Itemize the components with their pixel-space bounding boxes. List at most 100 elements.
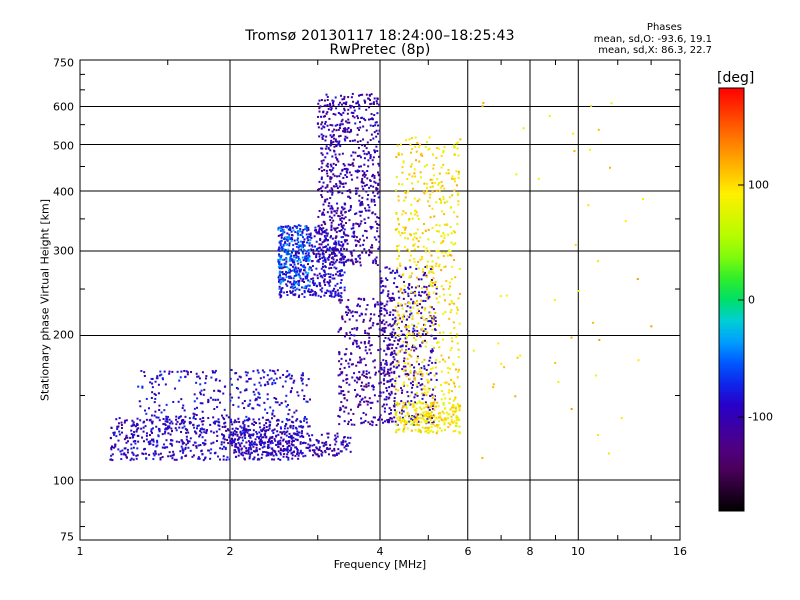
- data-point: [332, 250, 335, 253]
- data-point: [370, 198, 373, 201]
- data-point: [397, 318, 400, 321]
- data-point: [421, 383, 424, 386]
- data-point: [430, 417, 433, 420]
- data-point: [273, 370, 276, 373]
- data-point: [411, 317, 414, 320]
- data-point: [402, 297, 405, 300]
- data-point: [323, 274, 326, 277]
- data-point: [428, 196, 431, 199]
- data-point: [285, 258, 288, 261]
- data-point: [446, 223, 449, 226]
- data-point: [397, 223, 400, 226]
- data-point: [318, 180, 321, 183]
- data-point: [413, 415, 416, 418]
- colorbar-unit-label: [deg]: [717, 70, 755, 86]
- data-point: [299, 268, 302, 271]
- data-point: [197, 457, 200, 460]
- data-point: [450, 378, 453, 381]
- data-point: [345, 333, 348, 336]
- data-point: [148, 419, 151, 422]
- data-point: [355, 222, 358, 225]
- data-point: [297, 434, 300, 437]
- data-point: [411, 416, 414, 419]
- data-point: [380, 292, 383, 295]
- data-point: [172, 450, 175, 453]
- data-point: [185, 435, 188, 438]
- data-point: [392, 404, 395, 407]
- data-point: [452, 243, 455, 246]
- data-point: [169, 455, 172, 458]
- data-point: [396, 257, 399, 260]
- data-point: [224, 448, 227, 451]
- data-point: [440, 398, 443, 401]
- data-point: [287, 248, 290, 251]
- data-point: [252, 423, 255, 426]
- data-point: [405, 139, 408, 142]
- data-point: [370, 227, 373, 230]
- data-point: [216, 406, 219, 409]
- data-point: [347, 362, 350, 365]
- data-point: [382, 319, 385, 322]
- data-point: [434, 329, 437, 332]
- data-point: [240, 426, 243, 429]
- data-point: [393, 370, 396, 373]
- data-point: [396, 227, 399, 230]
- data-point: [281, 385, 284, 388]
- data-point: [352, 106, 355, 109]
- data-point: [288, 235, 291, 238]
- data-point: [326, 432, 329, 435]
- data-point: [344, 240, 347, 243]
- data-point: [340, 120, 343, 123]
- data-point: [316, 447, 319, 450]
- data-point: [411, 272, 414, 275]
- data-point: [119, 450, 122, 453]
- data-point: [416, 141, 419, 144]
- data-point: [246, 431, 249, 434]
- data-point: [388, 374, 391, 377]
- data-point: [424, 329, 427, 332]
- data-point: [364, 101, 367, 104]
- data-point: [388, 314, 391, 317]
- data-point: [369, 184, 372, 187]
- data-point: [452, 399, 455, 402]
- data-point: [294, 286, 297, 289]
- data-point: [322, 203, 325, 206]
- data-point: [377, 171, 380, 174]
- data-point: [598, 338, 601, 341]
- data-point: [412, 374, 415, 377]
- data-point: [412, 244, 415, 247]
- data-point: [313, 245, 316, 248]
- data-point: [295, 254, 298, 257]
- data-point: [283, 266, 286, 269]
- data-point: [120, 453, 123, 456]
- data-point: [201, 371, 204, 374]
- data-point: [301, 389, 304, 392]
- data-point: [570, 408, 573, 411]
- data-point: [319, 288, 322, 291]
- data-point: [426, 140, 429, 143]
- data-point: [299, 233, 302, 236]
- data-point: [458, 267, 461, 270]
- data-point: [448, 402, 451, 405]
- data-point: [329, 134, 332, 137]
- data-point: [339, 218, 342, 221]
- data-point: [111, 459, 114, 462]
- data-point: [351, 376, 354, 379]
- data-point: [321, 137, 324, 140]
- data-point: [415, 237, 418, 240]
- data-point: [344, 127, 347, 130]
- data-point: [261, 436, 264, 439]
- data-point: [245, 428, 248, 431]
- data-point: [425, 419, 428, 422]
- data-point: [384, 407, 387, 410]
- data-point: [266, 412, 269, 415]
- data-point: [171, 457, 174, 460]
- data-point: [345, 234, 348, 237]
- data-point: [436, 401, 439, 404]
- data-point: [435, 432, 438, 435]
- data-point: [353, 116, 356, 119]
- data-point: [270, 377, 273, 380]
- data-point: [252, 450, 255, 453]
- data-point: [440, 418, 443, 421]
- data-point: [275, 443, 278, 446]
